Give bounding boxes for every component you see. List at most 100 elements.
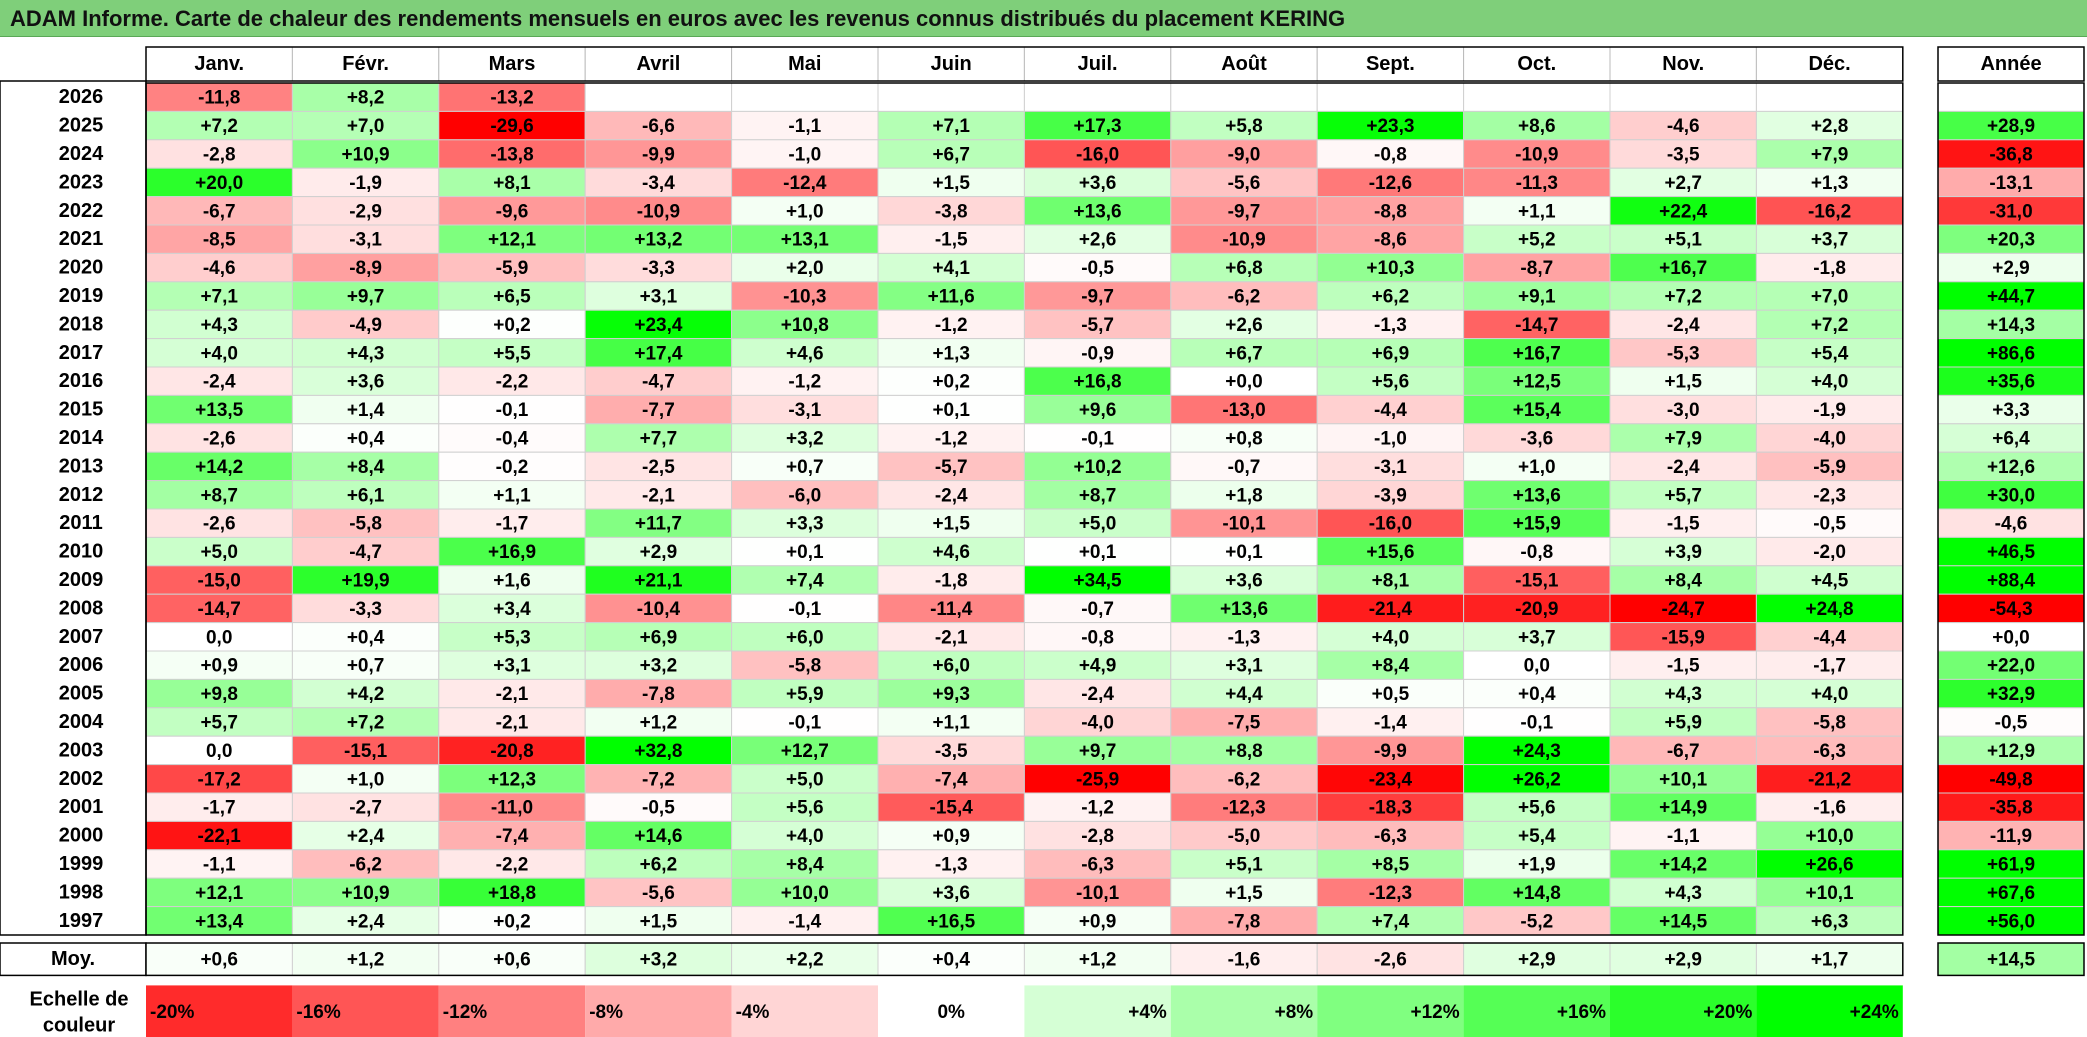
heatmap-cell [1463,423,1611,453]
heatmap-cell [1023,82,1172,112]
scale-tick-label: -16% [296,1002,340,1023]
annual-cell [1937,338,2085,368]
annual-value: -35,8 [1989,798,2032,819]
heatmap-cell [1755,338,1904,368]
heatmap-cell [1755,650,1904,680]
cell-value: +6,3 [1811,911,1849,932]
cell-value: -3,9 [1374,485,1407,506]
cell-value: +3,1 [493,656,531,677]
heatmap-cell [438,593,586,624]
year-header: Année [1980,53,2041,75]
heatmap-cell [1463,508,1611,538]
scale-swatch [1024,985,1171,1037]
cell-value: -1,4 [1374,713,1407,734]
scale-tick-label: -8% [589,1002,623,1023]
heatmap-cell [438,281,586,311]
heatmap-cell [1316,252,1465,283]
heatmap-cell [1609,480,1757,510]
row-year-label: 2010 [59,541,104,563]
heatmap-cell [145,735,293,766]
cell-value: +0,0 [1225,372,1263,393]
heatmap-cell [291,735,440,766]
heatmap-cell [1463,906,1611,936]
heatmap-cell [1170,423,1318,453]
cell-value: -1,5 [1667,656,1700,677]
cell-value: +8,4 [1372,656,1410,677]
cell-value: -1,7 [1813,656,1846,677]
heatmap-cell [731,139,879,169]
heatmap-cell [1463,650,1611,680]
cell-value: +6,2 [640,855,678,876]
cell-value: +7,4 [1372,911,1410,932]
cell-value: +5,2 [1518,230,1556,251]
cell-value: -1,2 [935,315,968,336]
row-year-label: 2001 [59,796,104,818]
annual-cell [1937,536,2085,567]
heatmap-cell [731,281,879,311]
cell-value: +6,0 [786,627,824,648]
avg-value: +3,2 [640,950,678,971]
cell-value: -8,6 [1374,230,1407,251]
cell-value: -0,7 [1081,599,1114,620]
heatmap-cell [731,82,879,112]
cell-value: +13,6 [1220,599,1268,620]
cell-value: +24,8 [1806,599,1854,620]
cell-value: +2,4 [347,911,385,932]
cell-value: +26,6 [1806,855,1854,876]
cell-value: +2,9 [640,542,678,563]
cell-value: +8,7 [1079,485,1117,506]
heatmap-cell [1316,820,1465,851]
scale-tick-label: +4% [1128,1002,1167,1023]
annual-value: +12,6 [1987,457,2035,478]
cell-value: -2,1 [935,627,968,648]
cell-value: -0,1 [1520,713,1553,734]
cell-value: -2,4 [1667,457,1700,478]
cell-value: -3,1 [1374,457,1407,478]
row-year-label: 2009 [59,569,104,591]
cell-value: +8,7 [200,485,238,506]
cell-value: 0,0 [206,741,232,762]
month-header: Janv. [194,53,244,75]
annual-value: -13,1 [1989,173,2033,194]
avg-value: -2,6 [1374,950,1407,971]
heatmap-cell [731,366,879,396]
cell-value: -0,5 [1081,258,1114,279]
cell-value: -6,3 [1813,741,1846,762]
cell-value: +7,0 [347,116,385,137]
cell-value: +5,1 [1225,855,1263,876]
heatmap-cell [584,820,733,851]
cell-value: +3,2 [640,656,678,677]
heatmap-cell [1755,849,1904,879]
cell-value: -18,3 [1369,798,1412,819]
cell-value: +3,1 [1225,656,1263,677]
row-year-label: 2004 [59,711,104,733]
cell-value: -12,3 [1369,883,1412,904]
cell-value: -10,9 [1515,145,1558,166]
cell-value: -0,4 [496,429,529,450]
heatmap-cell [1755,139,1904,169]
heatmap-cell [1755,593,1904,624]
avg-label-cell [0,942,147,977]
heatmap-cell [1023,849,1172,879]
heatmap-cell [1463,167,1611,198]
heatmap-cell [584,792,733,822]
heatmap-cell [438,565,586,595]
cell-value: -3,3 [642,258,675,279]
cell-value: -4,7 [349,542,382,563]
heatmap-cell [1316,394,1465,425]
cell-value: +4,0 [200,343,238,364]
heatmap-cell [145,764,293,794]
month-header-cell [1463,46,1611,82]
cell-value: +1,8 [1225,485,1263,506]
cell-value: +12,5 [1513,372,1562,393]
row-year-label: 2018 [59,313,104,335]
row-year-label: 2005 [59,683,104,705]
heatmap-cell [438,735,586,766]
heatmap-cell [1316,480,1465,510]
cell-value: +0,2 [493,911,531,932]
cell-value: +0,4 [347,627,385,648]
cell-value: -2,9 [349,201,382,222]
cell-value: -6,2 [349,855,382,876]
heatmap-cell [438,508,586,538]
row-year-label: 2020 [59,257,104,279]
